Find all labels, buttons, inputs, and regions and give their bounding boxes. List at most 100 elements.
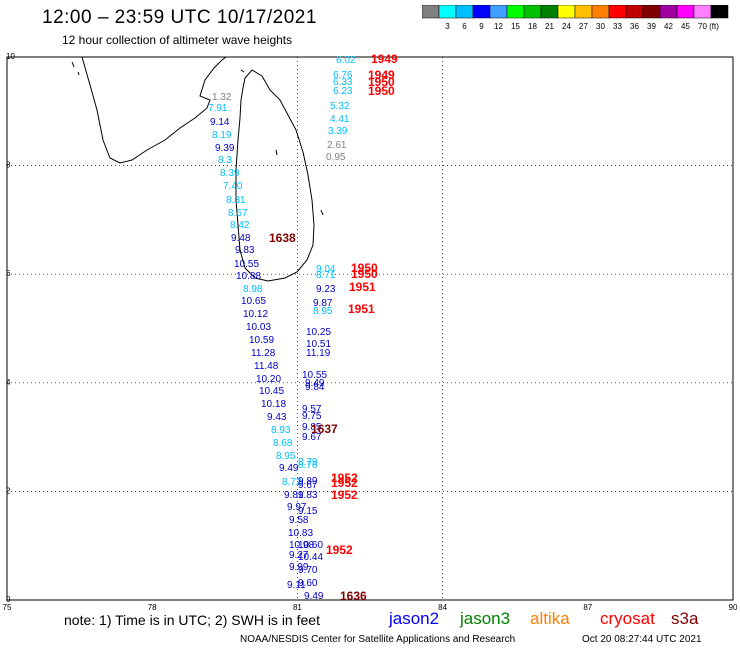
lon-tick-label: 78 (148, 603, 157, 610)
pass-time-label: 1952 (331, 476, 358, 490)
wave-height-value: 9.85 (302, 422, 322, 433)
wave-height-value: 11.19 (306, 348, 331, 359)
pass-time-label: 1950 (351, 267, 378, 281)
wave-height-value: 11.48 (254, 361, 279, 372)
colorbar-swatch (710, 5, 729, 19)
wave-height-value: 9.60 (298, 578, 318, 589)
colorbar-label: 6 (462, 22, 467, 31)
wave-height-value: 6.76 (333, 70, 353, 81)
wave-height-value: 2.61 (327, 140, 347, 151)
pass-time-label: 1952 (331, 488, 358, 502)
wave-height-value: 9.49 (279, 463, 299, 474)
wave-height-value: 9.58 (289, 515, 309, 526)
map-frame (6, 56, 734, 601)
satellite-legend-item: jason3 (460, 609, 511, 628)
wave-height-value: 10.12 (243, 309, 268, 320)
wave-height-value: 7.91 (208, 103, 228, 114)
longitude-ticks: 75 78 81 84 87 90 (3, 603, 738, 610)
page-subtitle: 12 hour collection of altimeter wave hei… (62, 33, 293, 47)
wave-height-value: 8.3 (218, 155, 232, 166)
pass-time-label: 1638 (269, 231, 296, 245)
india-coastline (81, 56, 227, 164)
wave-height-value: 6.33 (333, 77, 353, 88)
wave-height-value: 6.02 (336, 55, 356, 66)
lat-tick-label: 4 (6, 378, 11, 387)
lat-tick-label: 8 (6, 161, 11, 170)
wave-height-value: 9.99 (289, 562, 309, 573)
satellite-legend-item: jason2 (389, 609, 440, 628)
wave-height-value: 6.23 (333, 86, 353, 97)
wave-height-value: 9.84 (305, 382, 325, 393)
wave-height-value: 7.40 (223, 181, 243, 192)
colorbar-label: 12 (494, 22, 503, 31)
colorbar-unit: (ft) (709, 22, 719, 31)
wave-height-value: 10.60 (298, 540, 323, 551)
wave-height-value: 4.41 (330, 114, 350, 125)
wave-height-value: 3.39 (328, 126, 348, 137)
wave-height-value: 10.51 (306, 339, 331, 350)
wave-height-value: 10.45 (259, 386, 284, 397)
wave-height-value: 8.72 (282, 477, 302, 488)
wave-height-value: 10.20 (256, 374, 281, 385)
wave-height-value: 10.03 (246, 322, 271, 333)
wave-height-value: 9.48 (231, 233, 251, 244)
colorbar-label: 18 (528, 22, 537, 31)
wave-height-value: 10.65 (241, 296, 266, 307)
pass-time-label: 1950 (351, 261, 378, 275)
colorbar-label: 30 (596, 22, 605, 31)
wave-height-value: 10.18 (261, 399, 286, 410)
satellite-legend-item: s3a (671, 609, 699, 628)
sri-lanka-coastline (235, 69, 315, 282)
wave-height-value: 9.11 (287, 580, 306, 591)
pass-time-label: 1949 (368, 68, 395, 82)
pass-time-label: 1950 (368, 75, 395, 89)
time-labels: 1949194919501950163819501950195119511637… (269, 52, 398, 603)
wave-height-value: 9.49 (304, 591, 324, 602)
lon-tick-label: 90 (729, 603, 738, 610)
wave-height-value: 10.44 (298, 552, 323, 563)
pass-time-label: 1951 (348, 302, 375, 316)
wave-height-values: 6.02 6.766.336.23 5.32 4.413.39 2.610.95 1.32… (208, 55, 356, 602)
wave-height-value: 10.55 (234, 259, 259, 270)
lon-tick-label: 81 (293, 603, 302, 610)
wave-height-value: 9.75 (302, 411, 322, 422)
wave-height-value: 8.31 (226, 195, 246, 206)
wave-height-value: 8.76 (298, 460, 318, 471)
colorbar-label: 42 (664, 22, 673, 31)
pass-time-label: 1952 (326, 543, 353, 557)
wave-height-value: 9.67 (302, 432, 322, 443)
colorbar-label: 45 (681, 22, 690, 31)
wave-height-value: 9.70 (298, 565, 318, 576)
credit-line: NOAA/NESDIS Center for Satellite Applica… (240, 634, 516, 645)
wave-height-value: 9.81 (284, 490, 304, 501)
wave-height-value: 5.32 (330, 101, 350, 112)
wave-height-value: 9.49 (305, 378, 325, 389)
colorbar-label: 21 (545, 22, 554, 31)
satellite-legend-item: altika (530, 609, 570, 628)
wave-height-value: 8.67 (228, 208, 248, 219)
pass-time-label: 1951 (349, 280, 376, 294)
lon-tick-label: 84 (438, 603, 447, 610)
satellite-legend-item: cryosat (600, 609, 655, 628)
pass-time-label: 1952 (331, 471, 358, 485)
colorbar-label: 70 (698, 22, 707, 31)
latitude-ticks: 0 2 4 6 8 10 (6, 52, 15, 604)
pass-time-label: 1949 (371, 52, 398, 66)
wave-height-value: 8.71 (316, 270, 336, 281)
wave-height-value: 9.89 (298, 476, 318, 487)
wave-height-value: 9.83 (298, 490, 318, 501)
colorbar-label: 36 (630, 22, 639, 31)
wave-height-value: 9.39 (215, 143, 235, 154)
island-marks (71, 61, 324, 216)
wave-height-value: 9.67 (298, 480, 318, 491)
wave-height-value: 10.98 (289, 540, 314, 551)
map-grid (7, 57, 733, 600)
wave-height-value: 9.23 (316, 284, 336, 295)
lat-tick-label: 10 (6, 52, 15, 61)
wave-height-value: 8.42 (230, 220, 250, 231)
wave-height-value: 10.88 (236, 271, 261, 282)
wave-height-value: 10.59 (249, 335, 274, 346)
colorbar-label: 15 (511, 22, 520, 31)
colorbar-label: 27 (579, 22, 588, 31)
wave-height-value: 9.97 (287, 502, 307, 513)
